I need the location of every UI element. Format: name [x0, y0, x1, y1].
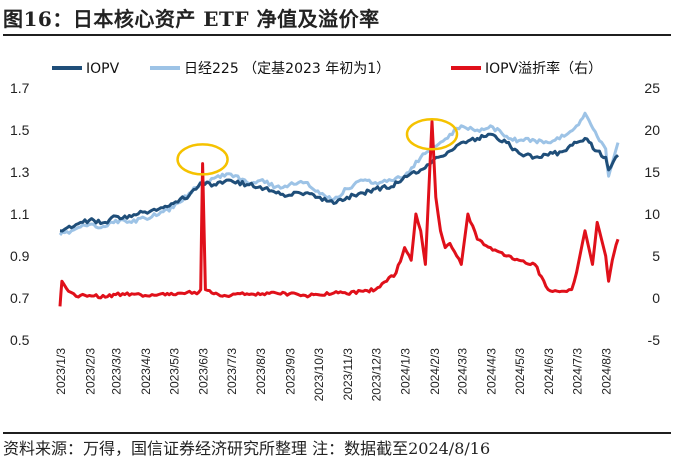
highlight-circle — [405, 117, 459, 151]
left-tick-label: 0.5 — [10, 332, 30, 348]
x-tick-label: 2024/2/3 — [428, 348, 442, 395]
right-axis: -5 0 5 10 15 20 25 — [644, 80, 660, 348]
left-tick-label: 1.1 — [10, 206, 30, 222]
highlight-circle — [176, 143, 229, 176]
x-tick-label: 2024/5/3 — [513, 348, 527, 395]
x-axis: 2023/1/3 2023/2/3 2023/3/3 2023/4/3 2023/5/3… — [54, 348, 614, 402]
x-tick-label: 2024/8/3 — [600, 348, 614, 395]
x-tick-label: 2023/4/3 — [139, 348, 153, 395]
right-tick-label: 10 — [644, 206, 660, 222]
left-tick-label: 0.9 — [10, 248, 30, 264]
right-tick-label: 15 — [644, 164, 660, 180]
series-line-iopv — [59, 132, 620, 233]
x-tick-label: 2023/6/3 — [197, 348, 211, 395]
legend-label-premium: IOPV溢折率（右） — [485, 60, 602, 77]
x-tick-label: 2023/2/3 — [83, 348, 97, 395]
left-tick-label: 1.5 — [10, 122, 30, 138]
x-tick-label: 2024/6/3 — [542, 348, 556, 395]
x-tick-label: 2024/4/3 — [485, 348, 499, 395]
left-axis: 0.5 0.7 0.9 1.1 1.3 1.5 1.7 — [10, 80, 30, 348]
chart-canvas: IOPV 日经225 （定基2023 年初为1） IOPV溢折率（右） 0.50… — [10, 60, 660, 402]
x-tick-label: 2023/8/3 — [254, 348, 268, 395]
source-note: 资料来源：万得，国信证券经济研究所整理 注：数据截至2024/8/16 — [3, 432, 671, 464]
right-tick-label: -5 — [648, 332, 661, 348]
x-tick-label: 2023/5/3 — [167, 348, 181, 395]
highlight-layer — [176, 117, 459, 176]
right-tick-label: 0 — [652, 290, 660, 306]
x-tick-label: 2023/11/3 — [341, 348, 355, 401]
series-layer — [58, 111, 620, 307]
legend: IOPV 日经225 （定基2023 年初为1） IOPV溢折率（右） — [52, 60, 602, 77]
left-tick-label: 0.7 — [10, 290, 30, 306]
x-tick-label: 2023/12/3 — [369, 348, 383, 402]
right-tick-label: 25 — [644, 80, 660, 96]
x-tick-label: 2023/9/3 — [283, 348, 297, 395]
left-tick-label: 1.3 — [10, 164, 30, 180]
right-tick-label: 20 — [644, 122, 660, 138]
chart-title: 图16：日本核心资产 ETF 净值及溢价率 — [3, 4, 671, 36]
series-line-premium — [58, 120, 620, 307]
x-tick-label: 2024/7/3 — [570, 348, 584, 395]
x-tick-label: 2024/3/3 — [455, 348, 469, 395]
left-tick-label: 1.7 — [10, 80, 30, 96]
x-tick-label: 2023/7/3 — [225, 348, 239, 395]
right-tick-label: 5 — [652, 248, 660, 264]
series-line-nav — [58, 111, 620, 236]
x-tick-label: 2023/1/3 — [54, 348, 68, 395]
x-tick-label: 2024/1/3 — [399, 348, 413, 395]
x-tick-label: 2023/3/3 — [110, 348, 124, 395]
legend-label-iopv: IOPV — [86, 61, 120, 77]
x-tick-label: 2023/10/3 — [312, 348, 326, 402]
legend-label-nikkei: 日经225 （定基2023 年初为1） — [184, 60, 390, 77]
